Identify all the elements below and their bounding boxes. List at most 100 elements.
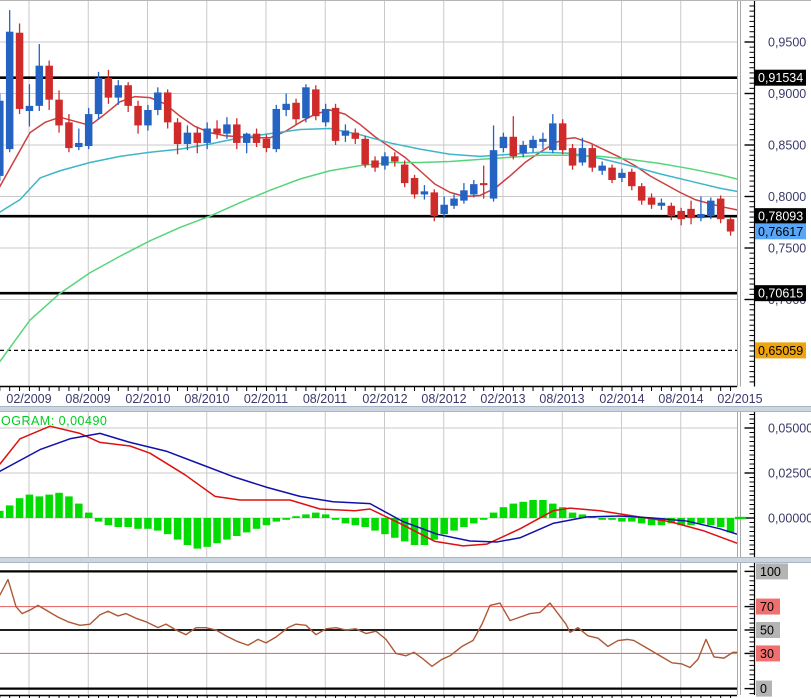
price-badge[interactable]: 0,78093 (755, 208, 806, 225)
macd-histogram-bar (84, 512, 93, 518)
y-axis-label: 0,8000 (768, 190, 806, 204)
price-badge-text: 0,91534 (758, 71, 803, 85)
macd-histogram-bar (647, 518, 656, 526)
macd-histogram-bar (302, 514, 310, 518)
candle (628, 168, 636, 191)
macd-histogram-bar (55, 492, 63, 518)
price-badge[interactable]: 0,91534 (755, 69, 806, 86)
macd-histogram-bar (726, 518, 735, 533)
y-axis-label: 0,7500 (768, 242, 806, 256)
macd-histogram-bar (667, 518, 676, 524)
candle (282, 93, 290, 117)
price-badge[interactable]: 0,70615 (755, 285, 806, 302)
rsi-level-text: 100 (760, 565, 781, 579)
price-badge[interactable]: 0,76617 (755, 223, 806, 240)
macd-histogram-bar (578, 514, 587, 518)
x-axis-label: 02/2013 (480, 392, 525, 406)
candle (529, 135, 537, 153)
x-axis-label: 02/2015 (717, 392, 762, 406)
macd-histogram-bar (213, 518, 221, 544)
candle (203, 122, 211, 150)
price-badge-text: 0,65059 (758, 344, 803, 358)
candle (588, 145, 597, 172)
macd-histogram-bar (144, 518, 152, 529)
rsi-level-chip: 30 (756, 645, 780, 662)
macd-histogram-bar (272, 518, 281, 522)
candle (391, 152, 399, 167)
macd-histogram-bar (391, 518, 399, 538)
ma-mid (0, 127, 738, 213)
macd-histogram-bar (430, 518, 439, 540)
macd-histogram-bar (193, 518, 202, 549)
macd-histogram-bar (114, 518, 123, 527)
candle (0, 93, 4, 182)
candle (558, 119, 567, 155)
splitter-price-macd[interactable] (0, 406, 811, 412)
macd-histogram-bar (183, 518, 192, 545)
macd-histogram-bar (25, 494, 34, 518)
x-axis-label: 02/2011 (244, 392, 288, 406)
candle (697, 196, 705, 222)
macd-histogram-bar (262, 518, 271, 526)
price-badge-text: 0,78093 (758, 210, 803, 224)
candle (618, 168, 626, 183)
candle (223, 117, 231, 139)
rsi-level-chip: 100 (756, 563, 788, 580)
candle (183, 125, 192, 151)
macd-histogram-bar (134, 518, 142, 529)
macd-histogram-bar (637, 518, 646, 524)
candle (35, 44, 44, 112)
rsi-level-chip: 0 (756, 680, 772, 697)
macd-histogram-bar (489, 512, 498, 518)
y-axis-label: 0,9500 (768, 36, 806, 50)
candle (242, 132, 251, 154)
macd-histogram-bar (568, 512, 577, 518)
macd-histogram-bar (233, 518, 241, 536)
candle (75, 128, 83, 151)
candle (154, 87, 162, 116)
candle (470, 180, 478, 198)
candle (144, 104, 152, 131)
macd-histogram-bar (381, 518, 389, 535)
candle (598, 161, 606, 175)
candles (0, 10, 735, 236)
candle (233, 118, 241, 150)
macd-histogram-bar (628, 518, 636, 522)
x-axis-label: 02/2009 (6, 392, 51, 406)
x-axis-label: 02/2014 (599, 392, 644, 406)
candle (479, 165, 488, 199)
rsi-panel: 100 70 50 30 0 (0, 563, 788, 697)
macd-histogram-bar (509, 503, 518, 518)
macd-histogram-bar (94, 518, 103, 522)
macd-histogram-bar (331, 518, 340, 520)
price-badge[interactable]: 0,65059 (755, 342, 806, 359)
macd-histogram-bar (539, 500, 547, 518)
y-axis-label: 0,02500 (768, 467, 811, 481)
candle (292, 98, 300, 125)
candle (124, 82, 132, 113)
macd-histogram-bar (203, 518, 211, 547)
price-badge-text: 0,70615 (758, 287, 803, 301)
candle (312, 85, 320, 121)
macd-histogram-bar (618, 518, 626, 522)
candle (15, 23, 24, 115)
macd-histogram-bar (321, 514, 330, 518)
candle (726, 217, 735, 236)
x-axis-label: 02/2010 (125, 392, 170, 406)
splitter-macd-rsi[interactable] (0, 557, 811, 563)
candle (499, 132, 508, 153)
macd-histogram-bar (312, 512, 320, 518)
macd-histogram-bar (598, 518, 606, 520)
macd-histogram-bar (450, 518, 458, 531)
candle (134, 100, 142, 134)
macd-panel: 0,05000 0,02500 0,00000 (0, 412, 811, 557)
candle (371, 156, 379, 172)
candle (272, 104, 281, 153)
macd-histogram-bar (440, 518, 448, 535)
candle (647, 193, 656, 209)
candle (163, 89, 172, 129)
macd-histogram-bar (400, 518, 409, 542)
candle (361, 135, 369, 168)
